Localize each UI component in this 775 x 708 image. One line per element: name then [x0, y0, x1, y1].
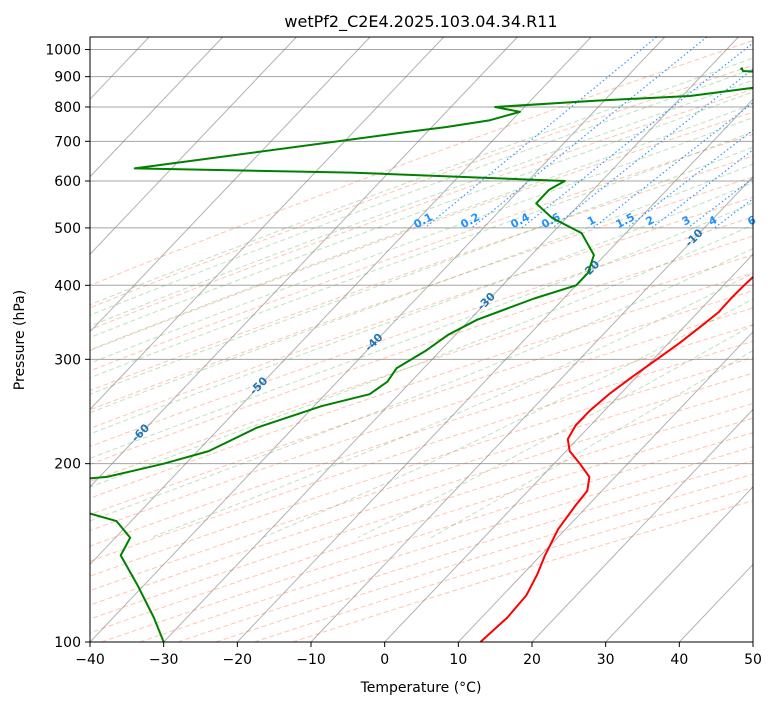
dry-adiabat — [90, 290, 753, 516]
y-tick-label: 1000 — [45, 43, 81, 59]
isotherm-line — [90, 37, 224, 178]
dewpoint-profile — [90, 67, 753, 642]
x-tick-label: 40 — [670, 652, 688, 668]
isotherm-line — [90, 37, 445, 411]
mixing-ratio-line — [687, 177, 753, 229]
mixing-ratio-line — [471, 37, 708, 229]
temperature-profile — [479, 275, 753, 642]
dry-adiabat — [90, 40, 753, 286]
chart-title: wetPf2_C2E4.2025.103.04.34.R11 — [284, 12, 557, 32]
isotherm-line — [457, 331, 753, 642]
x-tick-label: −30 — [149, 652, 179, 668]
y-tick-label: 100 — [54, 635, 81, 651]
y-tick-label: 200 — [54, 457, 81, 473]
mixing-ratio-line — [592, 101, 753, 229]
x-tick-label: 30 — [597, 652, 615, 668]
dry-adiabat — [90, 372, 753, 592]
isotherm-line — [90, 37, 297, 256]
isotherm-line — [163, 37, 739, 642]
isotherm-line — [90, 37, 518, 488]
profile-lines — [90, 67, 753, 642]
y-axis-title: Pressure (hPa) — [12, 290, 28, 390]
mixing-ratio-line — [424, 37, 657, 229]
y-tick-label: 600 — [54, 174, 81, 190]
dry-adiabat — [90, 88, 753, 330]
y-tick-label: 500 — [54, 221, 81, 237]
dry-adiabat — [90, 324, 753, 547]
x-tick-label: 10 — [449, 652, 467, 668]
x-axis-title: Temperature (°C) — [360, 680, 482, 696]
isotherm-line — [90, 37, 666, 642]
isotherm-line — [90, 37, 592, 566]
y-tick-label: 300 — [54, 352, 81, 368]
mixing-ratio-line — [521, 42, 753, 229]
isotherm-line — [605, 486, 753, 642]
dry-adiabat — [90, 235, 753, 465]
x-tick-label: 50 — [744, 652, 762, 668]
axis-ticks: −40 −30 −20 −10 0 10 20 30 40 50 100 200 300 400 500 60… — [45, 43, 762, 668]
plot-frame — [89, 36, 754, 643]
isotherm-line — [90, 37, 371, 333]
dry-adiabat — [90, 64, 753, 309]
y-tick-label: 900 — [54, 70, 81, 86]
y-tick-label: 800 — [54, 100, 81, 116]
x-tick-label: −40 — [75, 652, 105, 668]
dry-adiabat — [90, 176, 753, 411]
dry-adiabat — [90, 340, 753, 562]
isotherm-line — [310, 176, 753, 642]
x-tick-label: −10 — [296, 652, 326, 668]
x-tick-label: −20 — [223, 652, 253, 668]
y-tick-label: 400 — [54, 278, 81, 294]
background-lines — [90, 37, 753, 642]
x-tick-label: 0 — [380, 652, 389, 668]
x-tick-label: 20 — [523, 652, 541, 668]
isotherm-line — [531, 408, 753, 642]
isotherm-line — [236, 98, 753, 642]
isotherm-line — [384, 253, 753, 642]
y-tick-label: 700 — [54, 134, 81, 150]
dry-adiabat — [90, 196, 753, 429]
